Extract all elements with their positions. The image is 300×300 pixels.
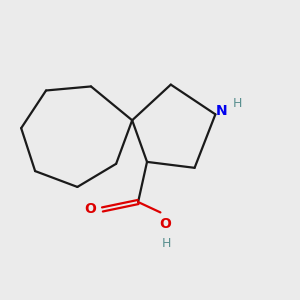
Text: O: O <box>85 202 97 216</box>
Text: H: H <box>162 237 171 250</box>
Text: N: N <box>215 104 227 118</box>
Text: H: H <box>233 98 242 110</box>
Text: O: O <box>159 217 171 231</box>
